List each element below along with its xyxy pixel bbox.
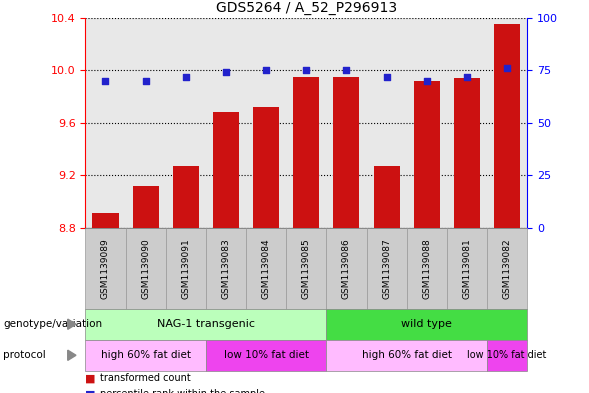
Bar: [92, 213, 118, 393]
Bar: [333, 77, 359, 393]
Text: wild type: wild type: [401, 319, 452, 329]
Point: [382, 73, 391, 80]
Text: GSM1139084: GSM1139084: [262, 238, 270, 299]
Text: ■: ■: [85, 389, 96, 393]
Text: high 60% fat diet: high 60% fat diet: [362, 350, 452, 360]
Text: GSM1139091: GSM1139091: [181, 238, 190, 299]
Text: GSM1139082: GSM1139082: [502, 238, 512, 299]
Point: [302, 67, 311, 73]
Bar: [173, 166, 199, 393]
Bar: [454, 78, 480, 393]
Point: [462, 73, 472, 80]
Bar: [494, 24, 520, 393]
Title: GDS5264 / A_52_P296913: GDS5264 / A_52_P296913: [216, 1, 397, 15]
Text: GSM1139085: GSM1139085: [302, 238, 311, 299]
Point: [422, 78, 432, 84]
Text: protocol: protocol: [3, 350, 46, 360]
Text: GSM1139083: GSM1139083: [221, 238, 230, 299]
Text: GSM1139086: GSM1139086: [342, 238, 351, 299]
Point: [101, 78, 110, 84]
Text: GSM1139088: GSM1139088: [422, 238, 431, 299]
Point: [342, 67, 351, 73]
Text: GSM1139087: GSM1139087: [382, 238, 391, 299]
Text: low 10% fat diet: low 10% fat diet: [468, 350, 547, 360]
Point: [181, 73, 190, 80]
Bar: [373, 166, 400, 393]
Text: GSM1139090: GSM1139090: [141, 238, 150, 299]
Text: NAG-1 transgenic: NAG-1 transgenic: [157, 319, 255, 329]
Text: low 10% fat diet: low 10% fat diet: [224, 350, 309, 360]
Bar: [133, 186, 158, 393]
Text: genotype/variation: genotype/variation: [3, 319, 102, 329]
Text: transformed count: transformed count: [100, 373, 191, 384]
Bar: [293, 77, 319, 393]
Point: [221, 69, 231, 75]
Point: [502, 65, 512, 71]
Text: high 60% fat diet: high 60% fat diet: [101, 350, 191, 360]
Text: GSM1139089: GSM1139089: [101, 238, 110, 299]
Bar: [213, 112, 239, 393]
Text: percentile rank within the sample: percentile rank within the sample: [100, 389, 265, 393]
Text: ■: ■: [85, 373, 96, 384]
Bar: [253, 107, 279, 393]
Bar: [413, 81, 440, 393]
Point: [141, 78, 150, 84]
Text: GSM1139081: GSM1139081: [462, 238, 471, 299]
Point: [262, 67, 271, 73]
